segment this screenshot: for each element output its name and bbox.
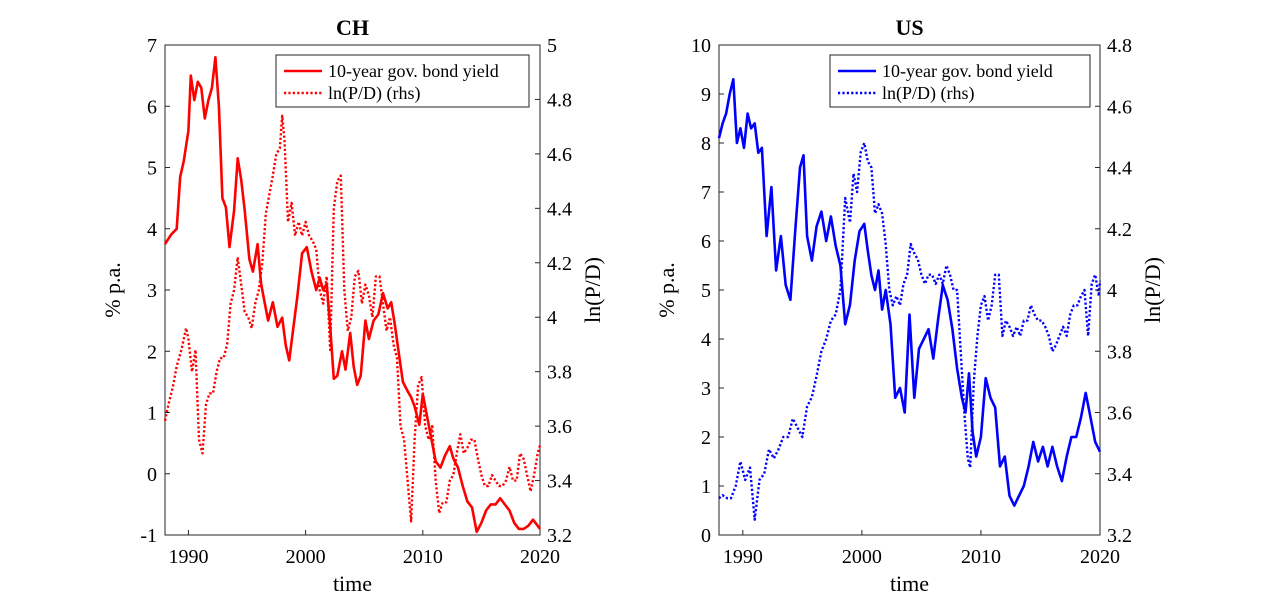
y-tick-label: 7 — [147, 35, 157, 57]
y2-tick-label: 3.8 — [1107, 341, 1132, 363]
y-tick-label: 9 — [701, 84, 711, 106]
x-tick-label: 2000 — [286, 546, 326, 568]
x-axis-label: time — [890, 571, 929, 596]
y-tick-label: 10 — [691, 35, 711, 57]
panel-us: 0 1 2 3 4 5 6 7 8 9 10 3.2 3.4 3.6 3.8 4 4.2 4.4 4.6 4.8 199… — [654, 15, 1165, 596]
y-tick-label: 5 — [147, 158, 157, 180]
y2-tick-label: 4.8 — [547, 89, 572, 111]
legend-box — [829, 54, 1091, 108]
y2-tick-label: 5 — [547, 35, 557, 57]
x-tick-label: 2020 — [1080, 546, 1120, 568]
series-line-ln-pd — [163, 114, 542, 523]
y-tick-label: 4 — [701, 329, 711, 351]
axes-frame — [718, 44, 1101, 536]
y2-tick-label: 4.8 — [1107, 35, 1132, 57]
y-tick-label: 1 — [147, 403, 157, 425]
y-tick-label: 8 — [701, 133, 711, 155]
y-tick-label: 4 — [147, 219, 157, 241]
axes-frame — [164, 44, 541, 536]
x-tick-label: 2010 — [961, 546, 1001, 568]
x-tick-label: 2000 — [842, 546, 882, 568]
y-tick-label: 1 — [701, 476, 711, 498]
y2-tick-label: 3.2 — [547, 525, 572, 547]
x-tick-label: 1990 — [168, 546, 208, 568]
y-axis-label: % p.a. — [100, 262, 125, 318]
chart-title: US — [895, 15, 923, 40]
series-line-bond-yield — [717, 78, 1102, 507]
y2-tick-label: 3.4 — [1107, 464, 1132, 486]
y2-tick-label: 4 — [1107, 280, 1117, 302]
y-tick-label: 0 — [147, 464, 157, 486]
y-tick-label: -1 — [140, 525, 157, 547]
x-tick-label: 2010 — [403, 546, 443, 568]
y-tick-label: 0 — [701, 525, 711, 547]
y-tick-label: 2 — [701, 427, 711, 449]
y-tick-label: 2 — [147, 341, 157, 363]
x-axis-label: time — [333, 571, 372, 596]
y2-tick-label: 4 — [547, 307, 557, 329]
legend-box — [275, 54, 530, 108]
y2-tick-label: 3.8 — [547, 362, 572, 384]
y-tick-label: 3 — [701, 378, 711, 400]
y-tick-label: 6 — [701, 231, 711, 253]
legend-entry: 10-year gov. bond yield — [328, 61, 499, 81]
y-tick-label: 5 — [701, 280, 711, 302]
legend-entry: ln(P/D) (rhs) — [328, 83, 421, 104]
y2-tick-label: 4.6 — [1107, 96, 1132, 118]
y-tick-label: 3 — [147, 280, 157, 302]
chart-title: CH — [336, 15, 369, 40]
y2-tick-label: 3.6 — [547, 416, 572, 438]
y2-tick-label: 3.2 — [1107, 525, 1132, 547]
x-tick-label: 2020 — [520, 546, 560, 568]
x-tick-label: 1990 — [723, 546, 763, 568]
y2-tick-label: 4.2 — [547, 253, 572, 275]
y2-tick-label: 3.6 — [1107, 403, 1132, 425]
series-line-bond-yield — [163, 55, 542, 534]
y2-tick-label: 3.4 — [547, 471, 572, 493]
series-line-ln-pd — [718, 141, 1102, 521]
y-tick-label: 6 — [147, 96, 157, 118]
y2-tick-label: 4.4 — [1107, 158, 1132, 180]
y2-tick-label: 4.2 — [1107, 219, 1132, 241]
y-axis-label: % p.a. — [654, 262, 679, 318]
y-tick-label: 7 — [701, 182, 711, 204]
panel-ch: -1 0 1 2 3 4 5 6 7 3.2 3.4 3.6 3.8 4 4.2 4.4 4.6 4.8 5 1990… — [100, 15, 605, 596]
y2-axis-label: ln(P/D) — [1140, 257, 1165, 323]
legend-entry: ln(P/D) (rhs) — [882, 83, 975, 104]
y2-tick-label: 4.6 — [547, 144, 572, 166]
legend-entry: 10-year gov. bond yield — [882, 61, 1053, 81]
y2-axis-label: ln(P/D) — [580, 257, 605, 323]
y2-tick-label: 4.4 — [547, 198, 572, 220]
